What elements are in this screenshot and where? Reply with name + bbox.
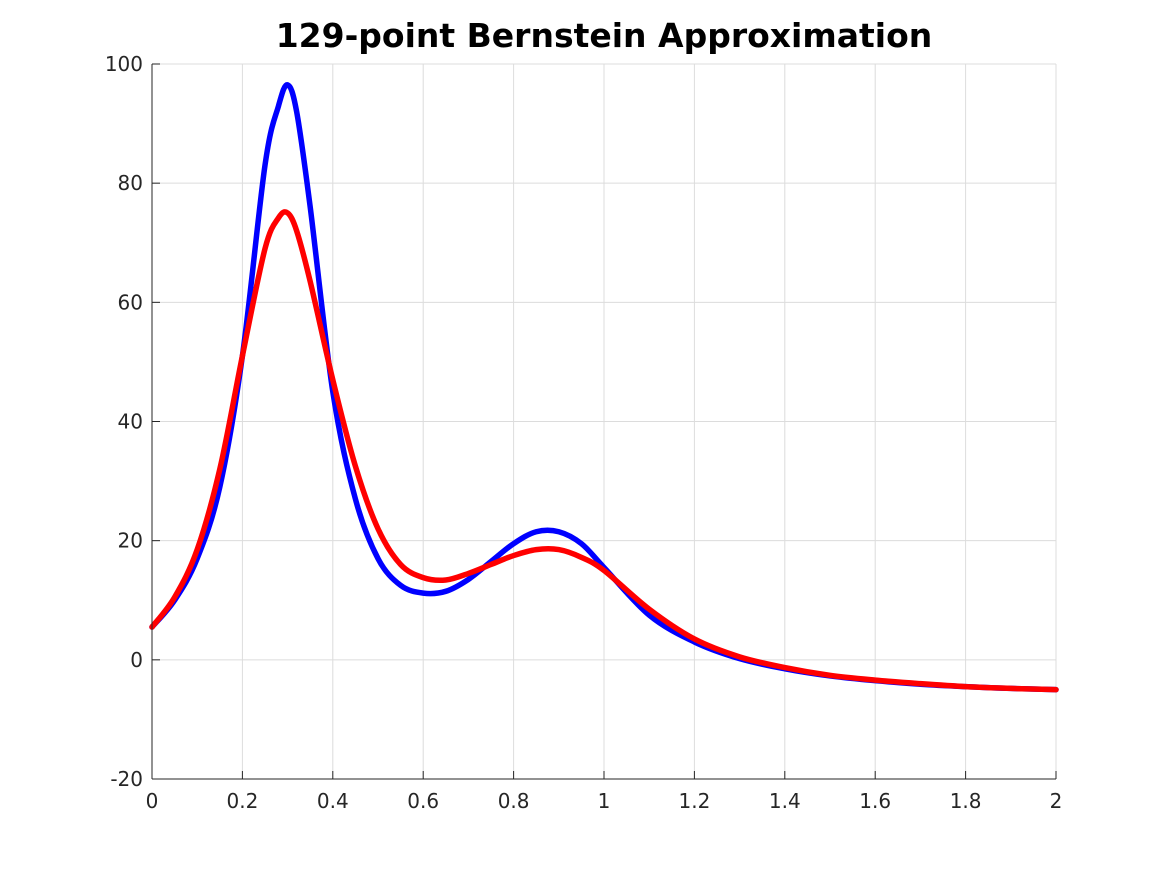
y-tick-label: 0 <box>130 648 143 672</box>
y-tick-label: 80 <box>118 171 143 195</box>
y-tick-label: 60 <box>118 290 143 314</box>
x-tick-label: 1 <box>598 789 611 813</box>
x-tick-label: 1.4 <box>769 789 801 813</box>
x-tick-label: 0.2 <box>226 789 258 813</box>
x-tick-label: 0.4 <box>317 789 349 813</box>
x-tick-label: 1.2 <box>678 789 710 813</box>
x-tick-label: 1.8 <box>950 789 982 813</box>
y-tick-label: -20 <box>110 767 143 791</box>
chart-title: 129-point Bernstein Approximation <box>276 16 933 55</box>
x-tick-label: 0 <box>146 789 159 813</box>
y-tick-label: 100 <box>105 52 143 76</box>
y-tick-label: 20 <box>118 529 143 553</box>
x-tick-label: 0.8 <box>498 789 530 813</box>
series-layer <box>149 82 1059 693</box>
series-line-2 <box>149 209 1059 693</box>
y-tick-label: 40 <box>118 410 143 434</box>
x-tick-label: 1.6 <box>859 789 891 813</box>
grid <box>151 63 1057 780</box>
x-tick-label: 2 <box>1050 789 1063 813</box>
x-tick-label: 0.6 <box>407 789 439 813</box>
tick-labels: 0 0.2 0.4 0.6 0.8 1 1.2 1.4 1.6 1.8 2-200204060801… <box>105 52 1063 813</box>
